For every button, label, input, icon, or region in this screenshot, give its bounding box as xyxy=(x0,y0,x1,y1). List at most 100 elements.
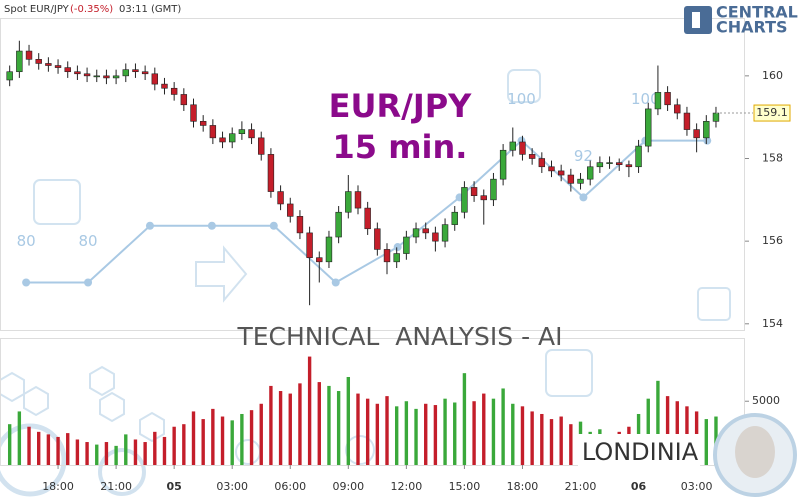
volume-bar xyxy=(211,408,215,465)
volume-bar xyxy=(172,426,176,465)
volume-bar xyxy=(114,445,118,465)
candle-body xyxy=(528,154,536,159)
x-tick-label: 15:00 xyxy=(449,480,481,493)
volume-bar xyxy=(56,436,60,465)
volume-bar xyxy=(530,411,534,465)
icon xyxy=(195,245,248,303)
score-point xyxy=(22,278,31,287)
volume-bar xyxy=(540,413,544,465)
candle-body xyxy=(45,63,52,66)
volume-bar xyxy=(182,424,186,465)
change: (-0.35%) xyxy=(70,4,113,15)
icon xyxy=(33,179,81,225)
candle-body xyxy=(132,69,139,73)
candle-body xyxy=(548,166,555,172)
candle-body xyxy=(596,162,604,168)
candle-body xyxy=(712,112,720,122)
volume-bar xyxy=(501,388,505,465)
x-tick-label: 03:00 xyxy=(216,480,248,493)
candle-body xyxy=(199,121,207,126)
candle-body xyxy=(122,69,129,77)
candle-body xyxy=(170,87,178,95)
volume-bar xyxy=(46,434,51,465)
candle-body xyxy=(25,50,33,60)
x-tick-label: 05 xyxy=(166,480,181,493)
brand-top: CENTRAL xyxy=(716,3,798,22)
score-label: 100 xyxy=(631,90,660,108)
volume-bar xyxy=(230,420,234,465)
candle-body xyxy=(364,207,371,230)
x-tick-label: 03:00 xyxy=(681,480,713,493)
last-price-box xyxy=(753,104,791,122)
candle-body xyxy=(432,232,439,242)
y-tick-label: 156 xyxy=(762,234,783,247)
candle-body xyxy=(625,164,633,168)
volume-bar xyxy=(365,398,370,465)
watermark: LONDINIA xyxy=(582,438,699,466)
volume-bar xyxy=(472,401,476,465)
candle-body xyxy=(490,178,497,201)
volume-bar xyxy=(520,406,525,465)
icon xyxy=(507,69,541,103)
volume-bar xyxy=(453,402,457,465)
volume-bar xyxy=(240,413,244,465)
volume-bar xyxy=(153,431,157,465)
volume-bar xyxy=(104,442,109,465)
x-tick-label: 18:00 xyxy=(42,480,74,493)
volume-bar xyxy=(665,396,670,465)
candle-body xyxy=(296,216,304,234)
candle-body xyxy=(451,211,458,225)
candle-body xyxy=(586,166,594,180)
volume-bar xyxy=(278,391,283,465)
candle-body xyxy=(325,236,333,263)
candle-body xyxy=(538,158,546,168)
candle-body xyxy=(93,75,100,78)
volume-bar xyxy=(75,439,80,465)
candle-body xyxy=(35,59,42,64)
candle-body xyxy=(499,149,507,180)
candle-body xyxy=(103,75,110,79)
x-tick-label: 21:00 xyxy=(100,480,132,493)
time: 03:11 (GMT) xyxy=(119,4,181,15)
volume-bar xyxy=(7,424,12,465)
y-tick-label: 154 xyxy=(762,317,783,330)
candle-body xyxy=(374,228,381,250)
candle-body xyxy=(664,92,671,106)
chart-subtitle: 15 min. xyxy=(333,128,468,166)
volume-bar xyxy=(317,382,321,465)
volume-bar xyxy=(569,424,573,465)
volume-bar xyxy=(133,439,138,465)
candle-body xyxy=(209,125,217,139)
volume-bar xyxy=(656,380,660,465)
volume-bar xyxy=(404,401,409,465)
x-tick-label: 12:00 xyxy=(391,480,423,493)
symbol: Spot EUR/JPY xyxy=(4,4,70,15)
candle-body xyxy=(703,121,710,139)
candle-body xyxy=(248,129,255,139)
volume-bar xyxy=(269,385,273,465)
volume-bar xyxy=(162,436,167,465)
volume-bar xyxy=(346,376,351,465)
volume-bar xyxy=(143,442,147,465)
hexagons xyxy=(0,365,165,443)
candle-body xyxy=(277,191,284,205)
x-tick-label: 18:00 xyxy=(507,480,539,493)
volume-bar xyxy=(385,396,389,465)
volume-bar xyxy=(491,398,496,465)
avatar-face xyxy=(735,426,775,478)
y-tick-label: 158 xyxy=(762,152,783,165)
candle-body xyxy=(180,94,188,106)
candle-body xyxy=(616,162,623,166)
candle-body xyxy=(674,104,681,114)
volume-bar xyxy=(704,419,708,465)
candle-body xyxy=(354,191,362,209)
candle-body xyxy=(480,195,487,201)
candle-body xyxy=(316,257,323,263)
candle-body xyxy=(519,141,526,155)
volume-bar xyxy=(482,393,486,465)
candle-body xyxy=(412,228,420,238)
score-point xyxy=(331,278,340,287)
volume-bar xyxy=(298,383,302,465)
x-tick-label: 06 xyxy=(631,480,647,493)
volume-bar xyxy=(414,408,418,465)
